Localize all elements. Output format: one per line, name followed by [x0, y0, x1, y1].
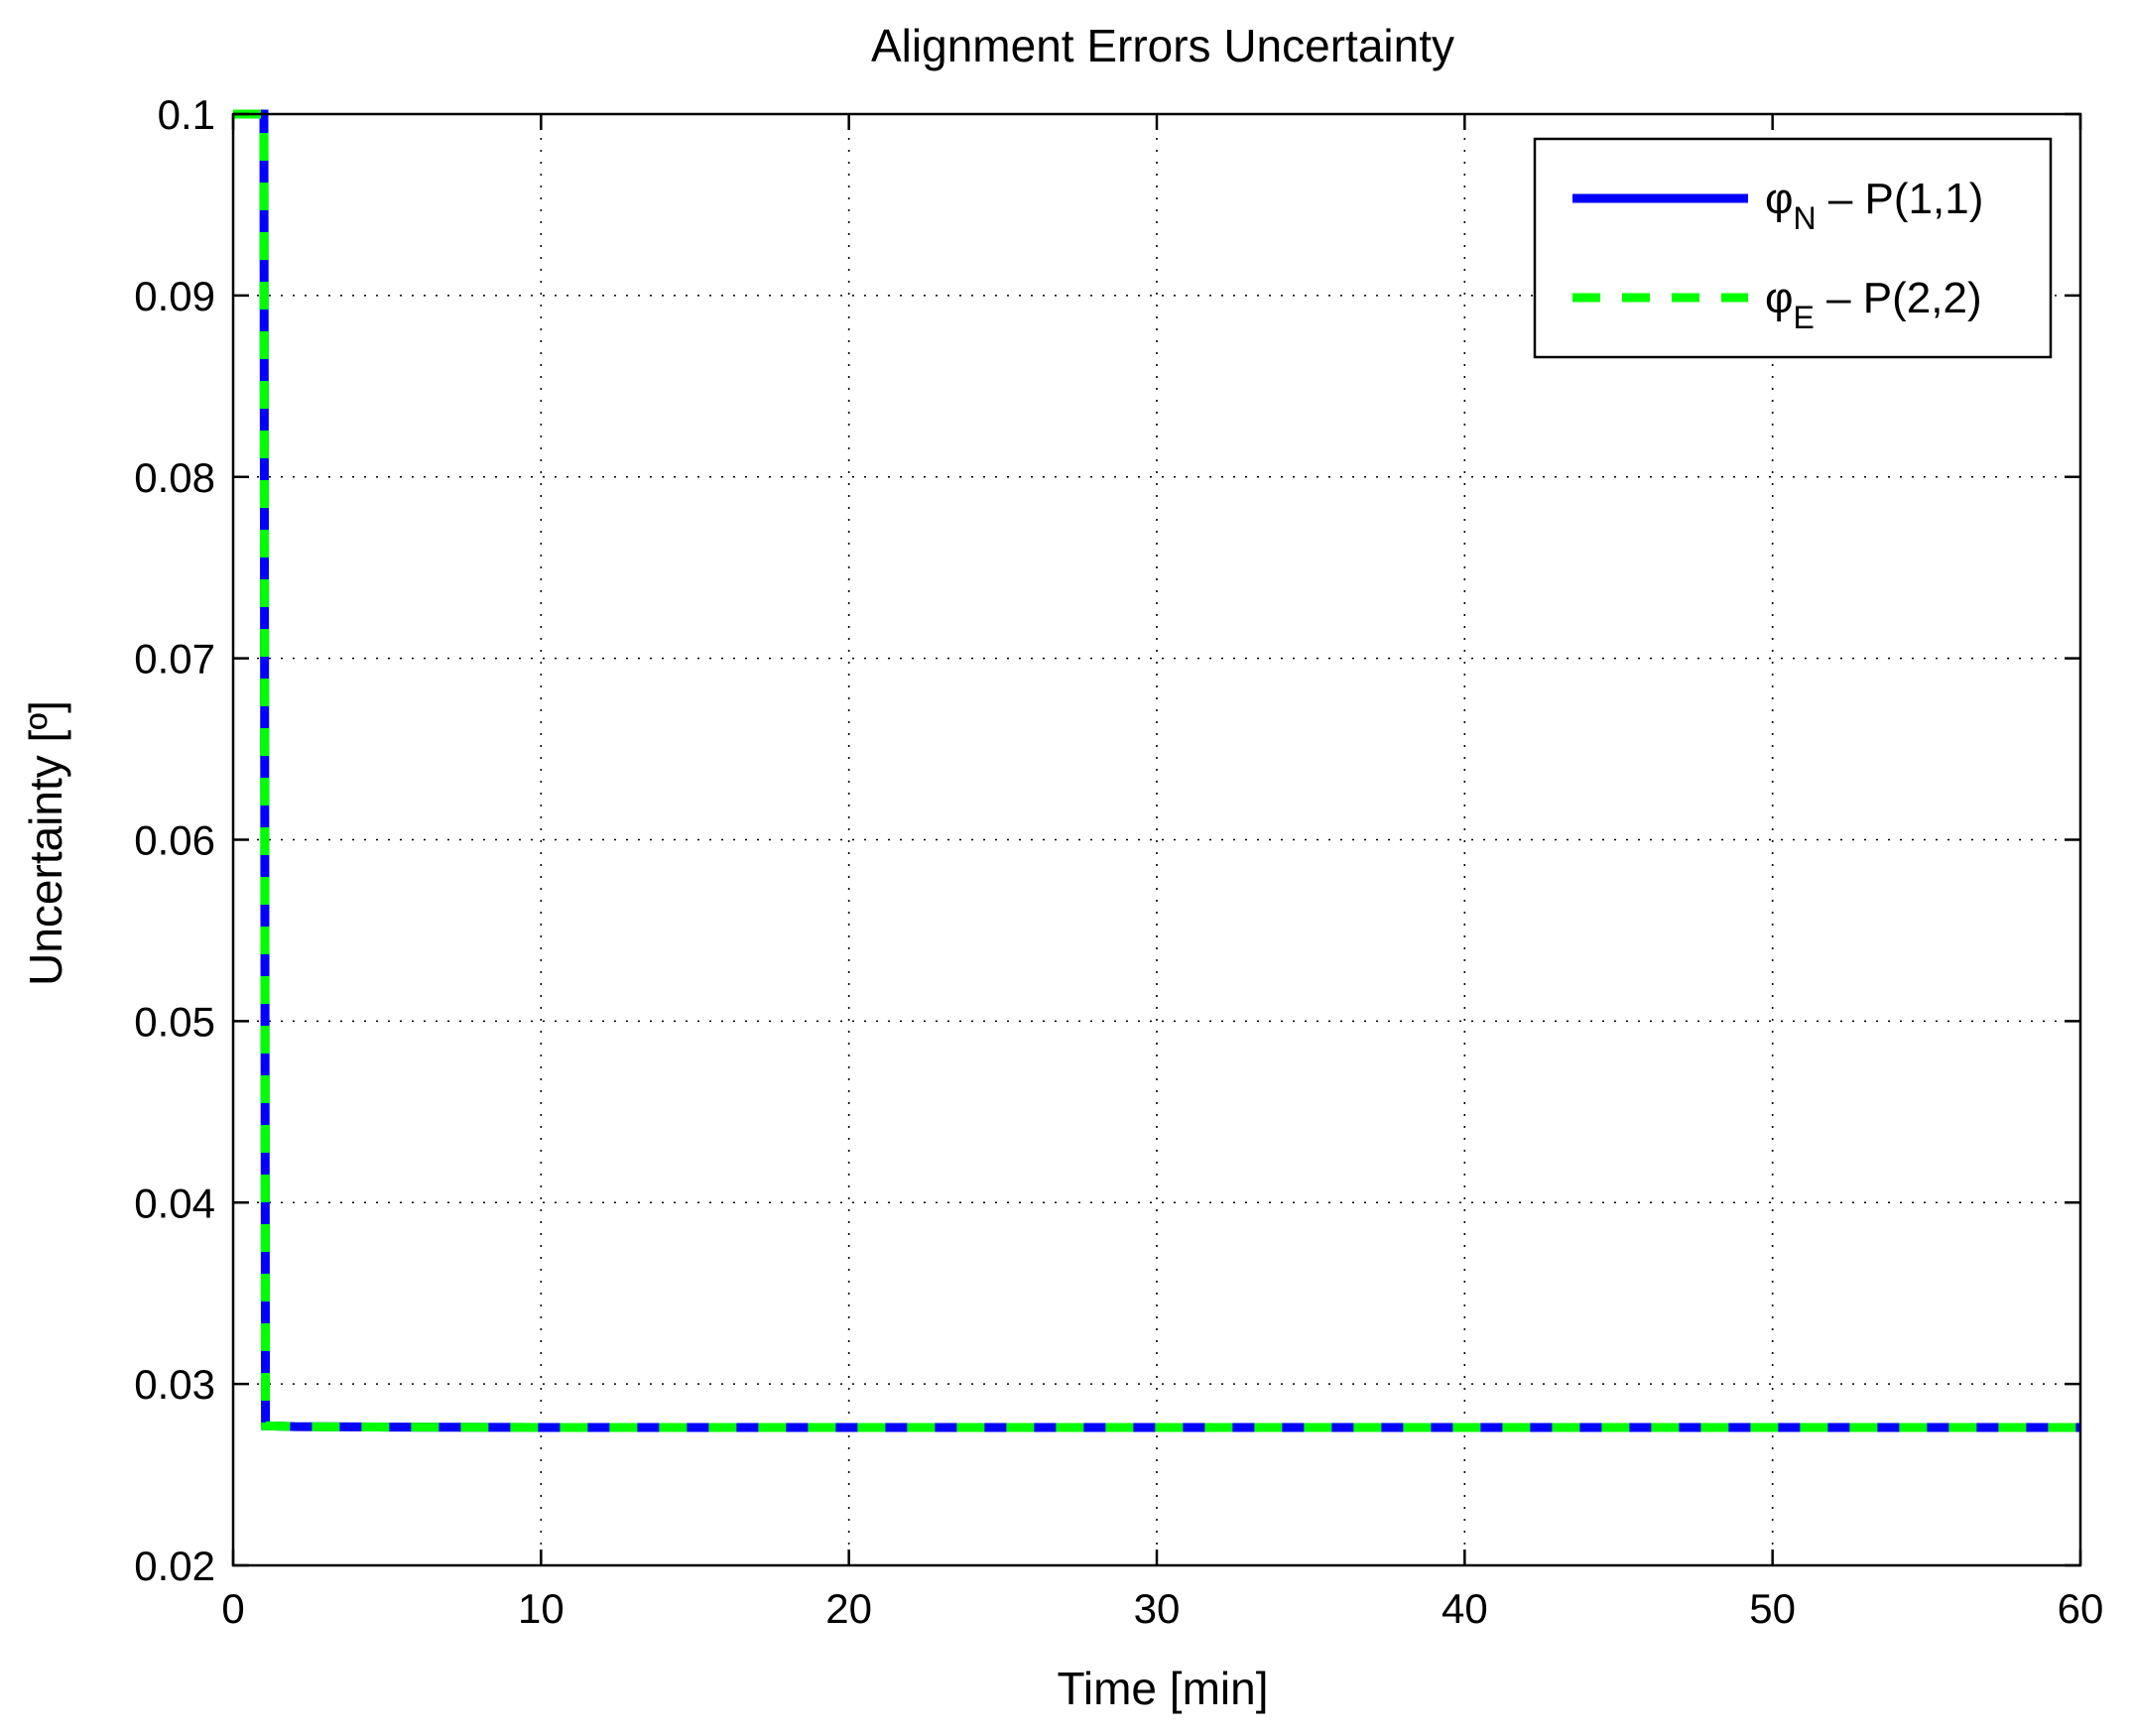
y-tick-label: 0.07	[134, 636, 215, 682]
y-tick-label: 0.03	[134, 1361, 215, 1408]
x-tick-label: 10	[518, 1585, 565, 1632]
y-tick-label: 0.04	[134, 1179, 215, 1226]
ticks: 0 10 20 30 40 50 60 0.02 0.03 0.04 0.05 0.06 0.07 0.0…	[134, 91, 2103, 1632]
x-tick-label: 50	[1749, 1585, 1796, 1632]
legend-label-0: φN – P(1,1)	[1765, 175, 1983, 236]
x-tick-label: 0	[221, 1585, 244, 1632]
x-axis-label: Time [min]	[1058, 1663, 1269, 1714]
x-tick-label: 30	[1134, 1585, 1181, 1632]
x-tick-label: 20	[825, 1585, 872, 1632]
y-tick-label: 0.09	[134, 273, 215, 319]
legend-label-1: φE – P(2,2)	[1765, 274, 1982, 335]
chart-title: Alignment Errors Uncertainty	[871, 20, 1454, 71]
legend: φN – P(1,1) φE – P(2,2)	[1533, 137, 2053, 359]
y-tick-label: 0.1	[158, 91, 215, 138]
y-tick-label: 0.08	[134, 454, 215, 501]
legend-box	[1533, 137, 2053, 359]
y-tick-label: 0.06	[134, 817, 215, 864]
y-axis-label: Uncertainty [º]	[20, 700, 71, 986]
series-layer	[233, 109, 2080, 1432]
x-tick-label: 40	[1442, 1585, 1488, 1632]
y-tick-label: 0.02	[134, 1543, 215, 1589]
x-tick-label: 60	[2058, 1585, 2104, 1632]
y-tick-label: 0.05	[134, 998, 215, 1045]
series-line-1	[233, 109, 2080, 1432]
